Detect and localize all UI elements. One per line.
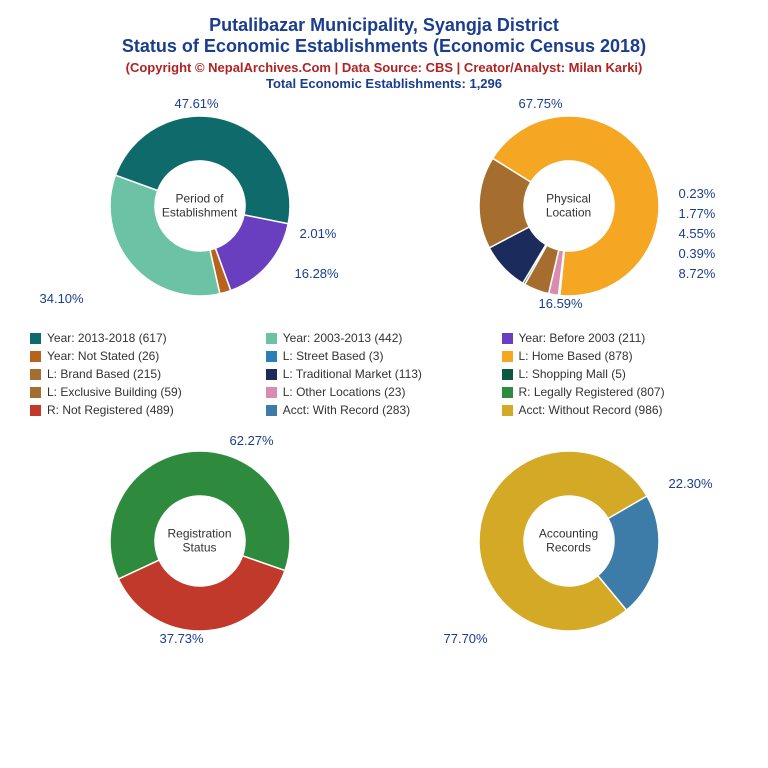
legend-item: R: Not Registered (489): [30, 403, 266, 417]
legend-swatch: [502, 405, 513, 416]
total-establishments: Total Economic Establishments: 1,296: [15, 76, 753, 91]
legend-text: Acct: Without Record (986): [519, 403, 663, 417]
title-line-1: Putalibazar Municipality, Syangja Distri…: [15, 15, 753, 36]
slice-pct-label: 77.70%: [444, 631, 488, 646]
slice-pct-label: 37.73%: [160, 631, 204, 646]
legend-item: Year: Before 2003 (211): [502, 331, 738, 345]
slice-pct-label: 0.23%: [679, 186, 716, 201]
donut-center-label: PhysicalLocation: [519, 192, 619, 221]
legend-item: Acct: With Record (283): [266, 403, 502, 417]
legend-swatch: [266, 405, 277, 416]
charts-top-row: Period ofEstablishment 47.61% 16.28% 2.01% 3…: [15, 96, 753, 316]
legend-swatch: [266, 369, 277, 380]
legend-text: L: Home Based (878): [519, 349, 633, 363]
legend-text: Year: 2003-2013 (442): [283, 331, 403, 345]
legend-text: L: Street Based (3): [283, 349, 384, 363]
legend-text: L: Traditional Market (113): [283, 367, 422, 381]
legend-text: R: Not Registered (489): [47, 403, 174, 417]
legend-item: L: Brand Based (215): [30, 367, 266, 381]
legend-swatch: [502, 387, 513, 398]
legend-item: Year: Not Stated (26): [30, 349, 266, 363]
legend-item: L: Shopping Mall (5): [502, 367, 738, 381]
chart-period: Period ofEstablishment 47.61% 16.28% 2.01% 3…: [30, 96, 370, 316]
slice-pct-label: 34.10%: [40, 291, 84, 306]
legend-text: L: Shopping Mall (5): [519, 367, 626, 381]
legend-swatch: [502, 351, 513, 362]
chart-registration: RegistrationStatus 62.27% 37.73%: [30, 431, 370, 651]
charts-bottom-row: RegistrationStatus 62.27% 37.73% Accountin…: [15, 431, 753, 651]
legend-text: L: Exclusive Building (59): [47, 385, 182, 399]
donut-center-label: AccountingRecords: [519, 527, 619, 556]
slice-pct-label: 2.01%: [300, 226, 337, 241]
legend-item: L: Traditional Market (113): [266, 367, 502, 381]
legend-swatch: [30, 405, 41, 416]
legend-item: Year: 2013-2018 (617): [30, 331, 266, 345]
slice-pct-label: 0.39%: [679, 246, 716, 261]
legend-swatch: [30, 387, 41, 398]
chart-location: PhysicalLocation 67.75% 0.23% 1.77% 4.55% 0.3…: [399, 96, 739, 316]
legend-text: R: Legally Registered (807): [519, 385, 665, 399]
legend-swatch: [502, 333, 513, 344]
slice-pct-label: 16.59%: [539, 296, 583, 311]
legend-text: L: Brand Based (215): [47, 367, 161, 381]
legend-swatch: [266, 333, 277, 344]
slice-pct-label: 16.28%: [295, 266, 339, 281]
slice-pct-label: 8.72%: [679, 266, 716, 281]
legend-swatch: [30, 333, 41, 344]
legend-item: R: Legally Registered (807): [502, 385, 738, 399]
slice-pct-label: 67.75%: [519, 96, 563, 111]
legend-item: L: Other Locations (23): [266, 385, 502, 399]
slice-pct-label: 4.55%: [679, 226, 716, 241]
slice-pct-label: 47.61%: [175, 96, 219, 111]
legend-swatch: [266, 351, 277, 362]
infographic-container: Putalibazar Municipality, Syangja Distri…: [0, 0, 768, 768]
legend-text: Year: 2013-2018 (617): [47, 331, 167, 345]
chart-accounting: AccountingRecords 22.30% 77.70%: [399, 431, 739, 651]
donut-center-label: Period ofEstablishment: [150, 192, 250, 221]
donut-slice: [110, 451, 290, 579]
legend-text: Year: Before 2003 (211): [519, 331, 646, 345]
legend-item: L: Exclusive Building (59): [30, 385, 266, 399]
slice-pct-label: 62.27%: [230, 433, 274, 448]
legend-text: L: Other Locations (23): [283, 385, 406, 399]
slice-pct-label: 1.77%: [679, 206, 716, 221]
legend-swatch: [30, 351, 41, 362]
donut-center-label: RegistrationStatus: [150, 527, 250, 556]
donut-slice: [118, 556, 285, 631]
legend: Year: 2013-2018 (617) Year: 2003-2013 (44…: [15, 326, 753, 426]
legend-swatch: [266, 387, 277, 398]
title-line-2: Status of Economic Establishments (Econo…: [15, 36, 753, 57]
legend-swatch: [30, 369, 41, 380]
legend-swatch: [502, 369, 513, 380]
legend-item: Year: 2003-2013 (442): [266, 331, 502, 345]
legend-text: Acct: With Record (283): [283, 403, 410, 417]
legend-text: Year: Not Stated (26): [47, 349, 159, 363]
slice-pct-label: 22.30%: [669, 476, 713, 491]
subtitle: (Copyright © NepalArchives.Com | Data So…: [15, 60, 753, 75]
legend-item: Acct: Without Record (986): [502, 403, 738, 417]
legend-item: L: Home Based (878): [502, 349, 738, 363]
legend-item: L: Street Based (3): [266, 349, 502, 363]
